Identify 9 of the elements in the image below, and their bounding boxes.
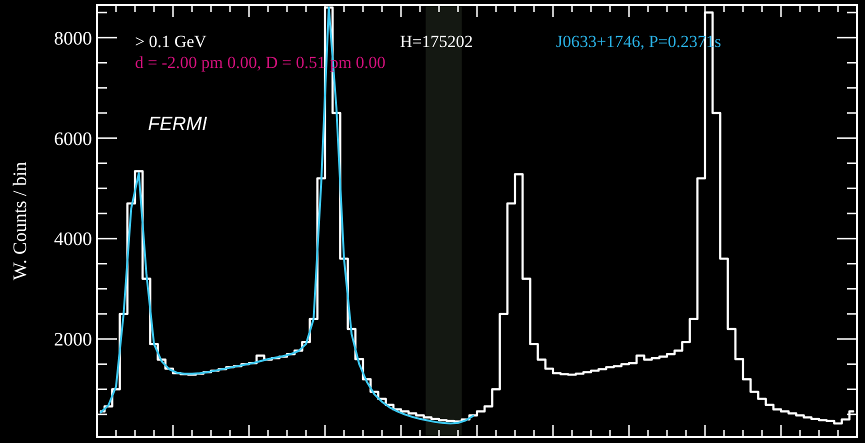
y-tick-label: 6000 (54, 128, 92, 150)
y-tick-label: 8000 (54, 28, 92, 50)
y-tick-label: 2000 (54, 330, 92, 351)
annotation: FERMI (148, 114, 208, 135)
line-series (100, 6, 474, 424)
annotation: H=175202 (400, 32, 473, 51)
y-tick-label: 4000 (54, 229, 92, 250)
y-axis-title: W. Counts / bin (10, 161, 31, 280)
annotation: > 0.1 GeV (135, 32, 208, 51)
